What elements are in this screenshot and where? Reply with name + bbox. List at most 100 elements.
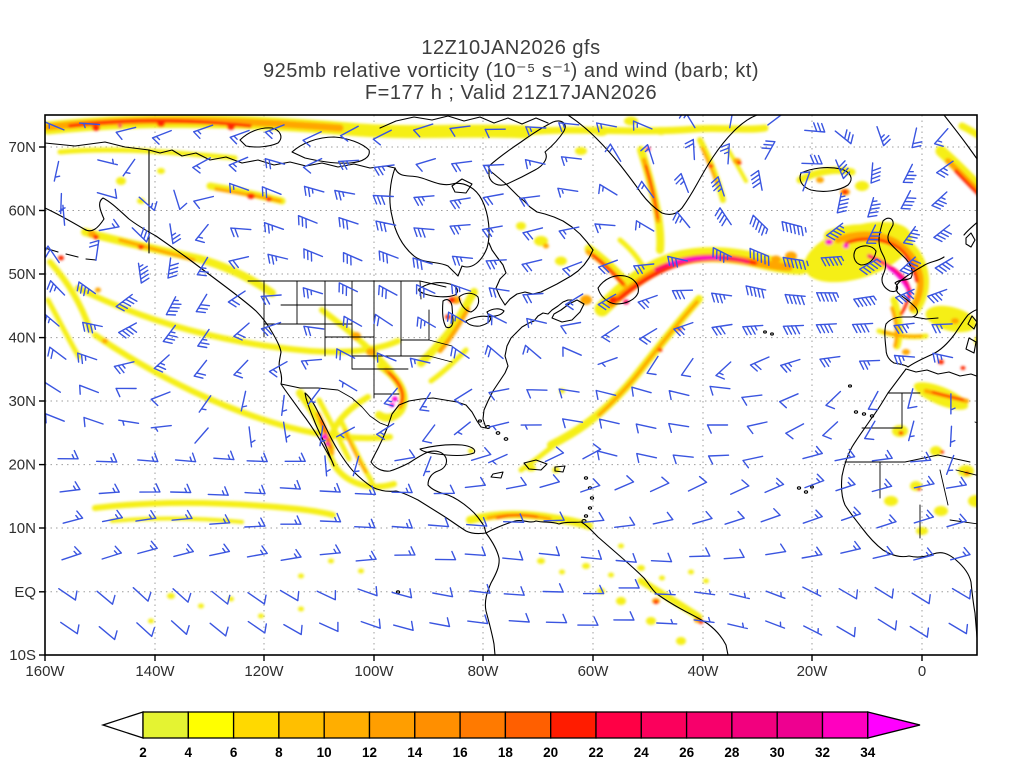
vorticity-blob xyxy=(925,305,977,333)
vorticity-streak xyxy=(597,300,699,417)
vorticity-blob xyxy=(703,578,709,584)
vorticity-streak xyxy=(387,371,404,405)
colorbar-label: 4 xyxy=(185,745,193,760)
colorbar-segment xyxy=(550,711,597,739)
coast-south-america xyxy=(484,519,729,655)
islands-canadian-arctic xyxy=(239,115,549,194)
vorticity-blob xyxy=(771,255,781,263)
vorticity-blob xyxy=(516,222,526,230)
coast-gulf-of-mexico-yucatan xyxy=(370,425,487,534)
vorticity-blob xyxy=(938,359,944,365)
vorticity-streak xyxy=(428,347,469,384)
vorticity-streak xyxy=(796,166,856,184)
colorbar-segment xyxy=(414,711,461,739)
y-tick-label: 10S xyxy=(9,647,36,664)
colorbar-label: 14 xyxy=(407,745,423,760)
vorticity-blob xyxy=(884,496,898,506)
vorticity-streak xyxy=(954,169,977,196)
vorticity-blob xyxy=(968,495,977,507)
colorbar: 2 4 6 8 10 12 14 16 18 20 22 24 26 28 30 32 34 xyxy=(100,711,921,760)
vorticity-streak xyxy=(890,296,903,350)
vorticity-streak xyxy=(316,397,352,462)
colorbar-segment xyxy=(187,711,235,739)
vorticity-blob xyxy=(448,297,456,303)
y-tick-label: EQ xyxy=(14,584,36,601)
vorticity-blob xyxy=(985,117,997,125)
title-field: 925mb relative vorticity (10⁻⁵ s⁻¹) and … xyxy=(263,60,759,82)
vorticity-streak xyxy=(92,332,393,442)
coast-mexico-pacific xyxy=(371,486,487,535)
vorticity-blob xyxy=(258,613,264,619)
vorticity-streak xyxy=(118,238,196,262)
vorticity-blob xyxy=(958,465,974,477)
vorticity-blob xyxy=(616,597,626,605)
vorticity-streak xyxy=(882,330,923,338)
vorticity-blob xyxy=(994,456,1008,466)
vorticity-blob xyxy=(266,196,272,202)
vorticity-blob xyxy=(1003,426,1015,436)
vorticity-blob xyxy=(816,177,824,183)
islands-caribbean xyxy=(419,444,566,479)
vorticity-blob xyxy=(688,569,694,575)
vorticity-blob xyxy=(1002,219,1010,226)
colorbar-label: 18 xyxy=(498,745,514,760)
vorticity-blob xyxy=(984,526,998,536)
x-tick-label: 100W xyxy=(354,663,394,680)
vorticity-blob xyxy=(618,543,624,549)
coast-us-east-florida xyxy=(387,332,517,429)
vorticity-blob xyxy=(92,125,100,131)
island-ireland xyxy=(853,245,877,266)
vorticity-blob xyxy=(328,558,334,564)
vorticity-blob xyxy=(148,618,154,624)
y-tick-label: 60N xyxy=(8,203,36,220)
colorbar-label: 10 xyxy=(317,745,332,760)
vorticity-streak xyxy=(57,147,238,161)
coast-europe-iberia-med xyxy=(884,256,977,368)
vorticity-blob xyxy=(1005,223,1011,228)
vorticity-streak xyxy=(884,264,909,290)
vorticity-blob xyxy=(708,164,714,168)
vorticity-blob xyxy=(842,189,848,195)
vorticity-streak xyxy=(319,307,394,374)
vorticity-blob xyxy=(392,396,398,402)
colorbar-segment xyxy=(232,711,280,739)
vorticity-blob xyxy=(843,243,849,249)
y-tick-label: 30N xyxy=(8,393,36,410)
vorticity-blob xyxy=(555,256,567,266)
y-tick-label: 50N xyxy=(8,266,36,283)
colorbar-label: 6 xyxy=(230,745,238,760)
vorticity-blob xyxy=(534,236,548,246)
island-great-britain xyxy=(878,217,913,292)
x-tick-label: 120W xyxy=(244,663,284,680)
vorticity-streak xyxy=(945,158,977,195)
vorticity-blob xyxy=(608,572,614,578)
vorticity-blob xyxy=(1008,131,1014,136)
colorbar-segment xyxy=(142,711,189,739)
vorticity-streak xyxy=(591,253,625,286)
colorbar-label: 28 xyxy=(724,745,740,760)
vorticity-blob xyxy=(940,450,944,454)
wind-barbs xyxy=(45,115,972,641)
vorticity-blob xyxy=(366,348,376,356)
vorticity-blob xyxy=(102,338,108,344)
vorticity-blob xyxy=(916,527,928,535)
vorticity-blob xyxy=(137,198,145,204)
vorticity-streak xyxy=(617,237,649,275)
vorticity-blob xyxy=(580,295,592,305)
coast-hudson-bay xyxy=(389,167,490,277)
coast-norway-denmark xyxy=(943,115,977,248)
vorticity-blob xyxy=(247,193,255,199)
colorbar-label: 22 xyxy=(588,745,603,760)
map-frame xyxy=(44,114,978,656)
colorbar-label: 30 xyxy=(770,745,785,760)
vorticity-blob xyxy=(582,563,590,569)
vorticity-blob xyxy=(934,506,948,516)
x-tick-label: 80W xyxy=(468,663,500,680)
vorticity-streak xyxy=(637,577,703,621)
vorticity-shading xyxy=(45,115,1015,645)
vorticity-blob xyxy=(575,147,587,155)
vorticity-blob xyxy=(984,340,992,346)
vorticity-blob xyxy=(198,603,204,609)
